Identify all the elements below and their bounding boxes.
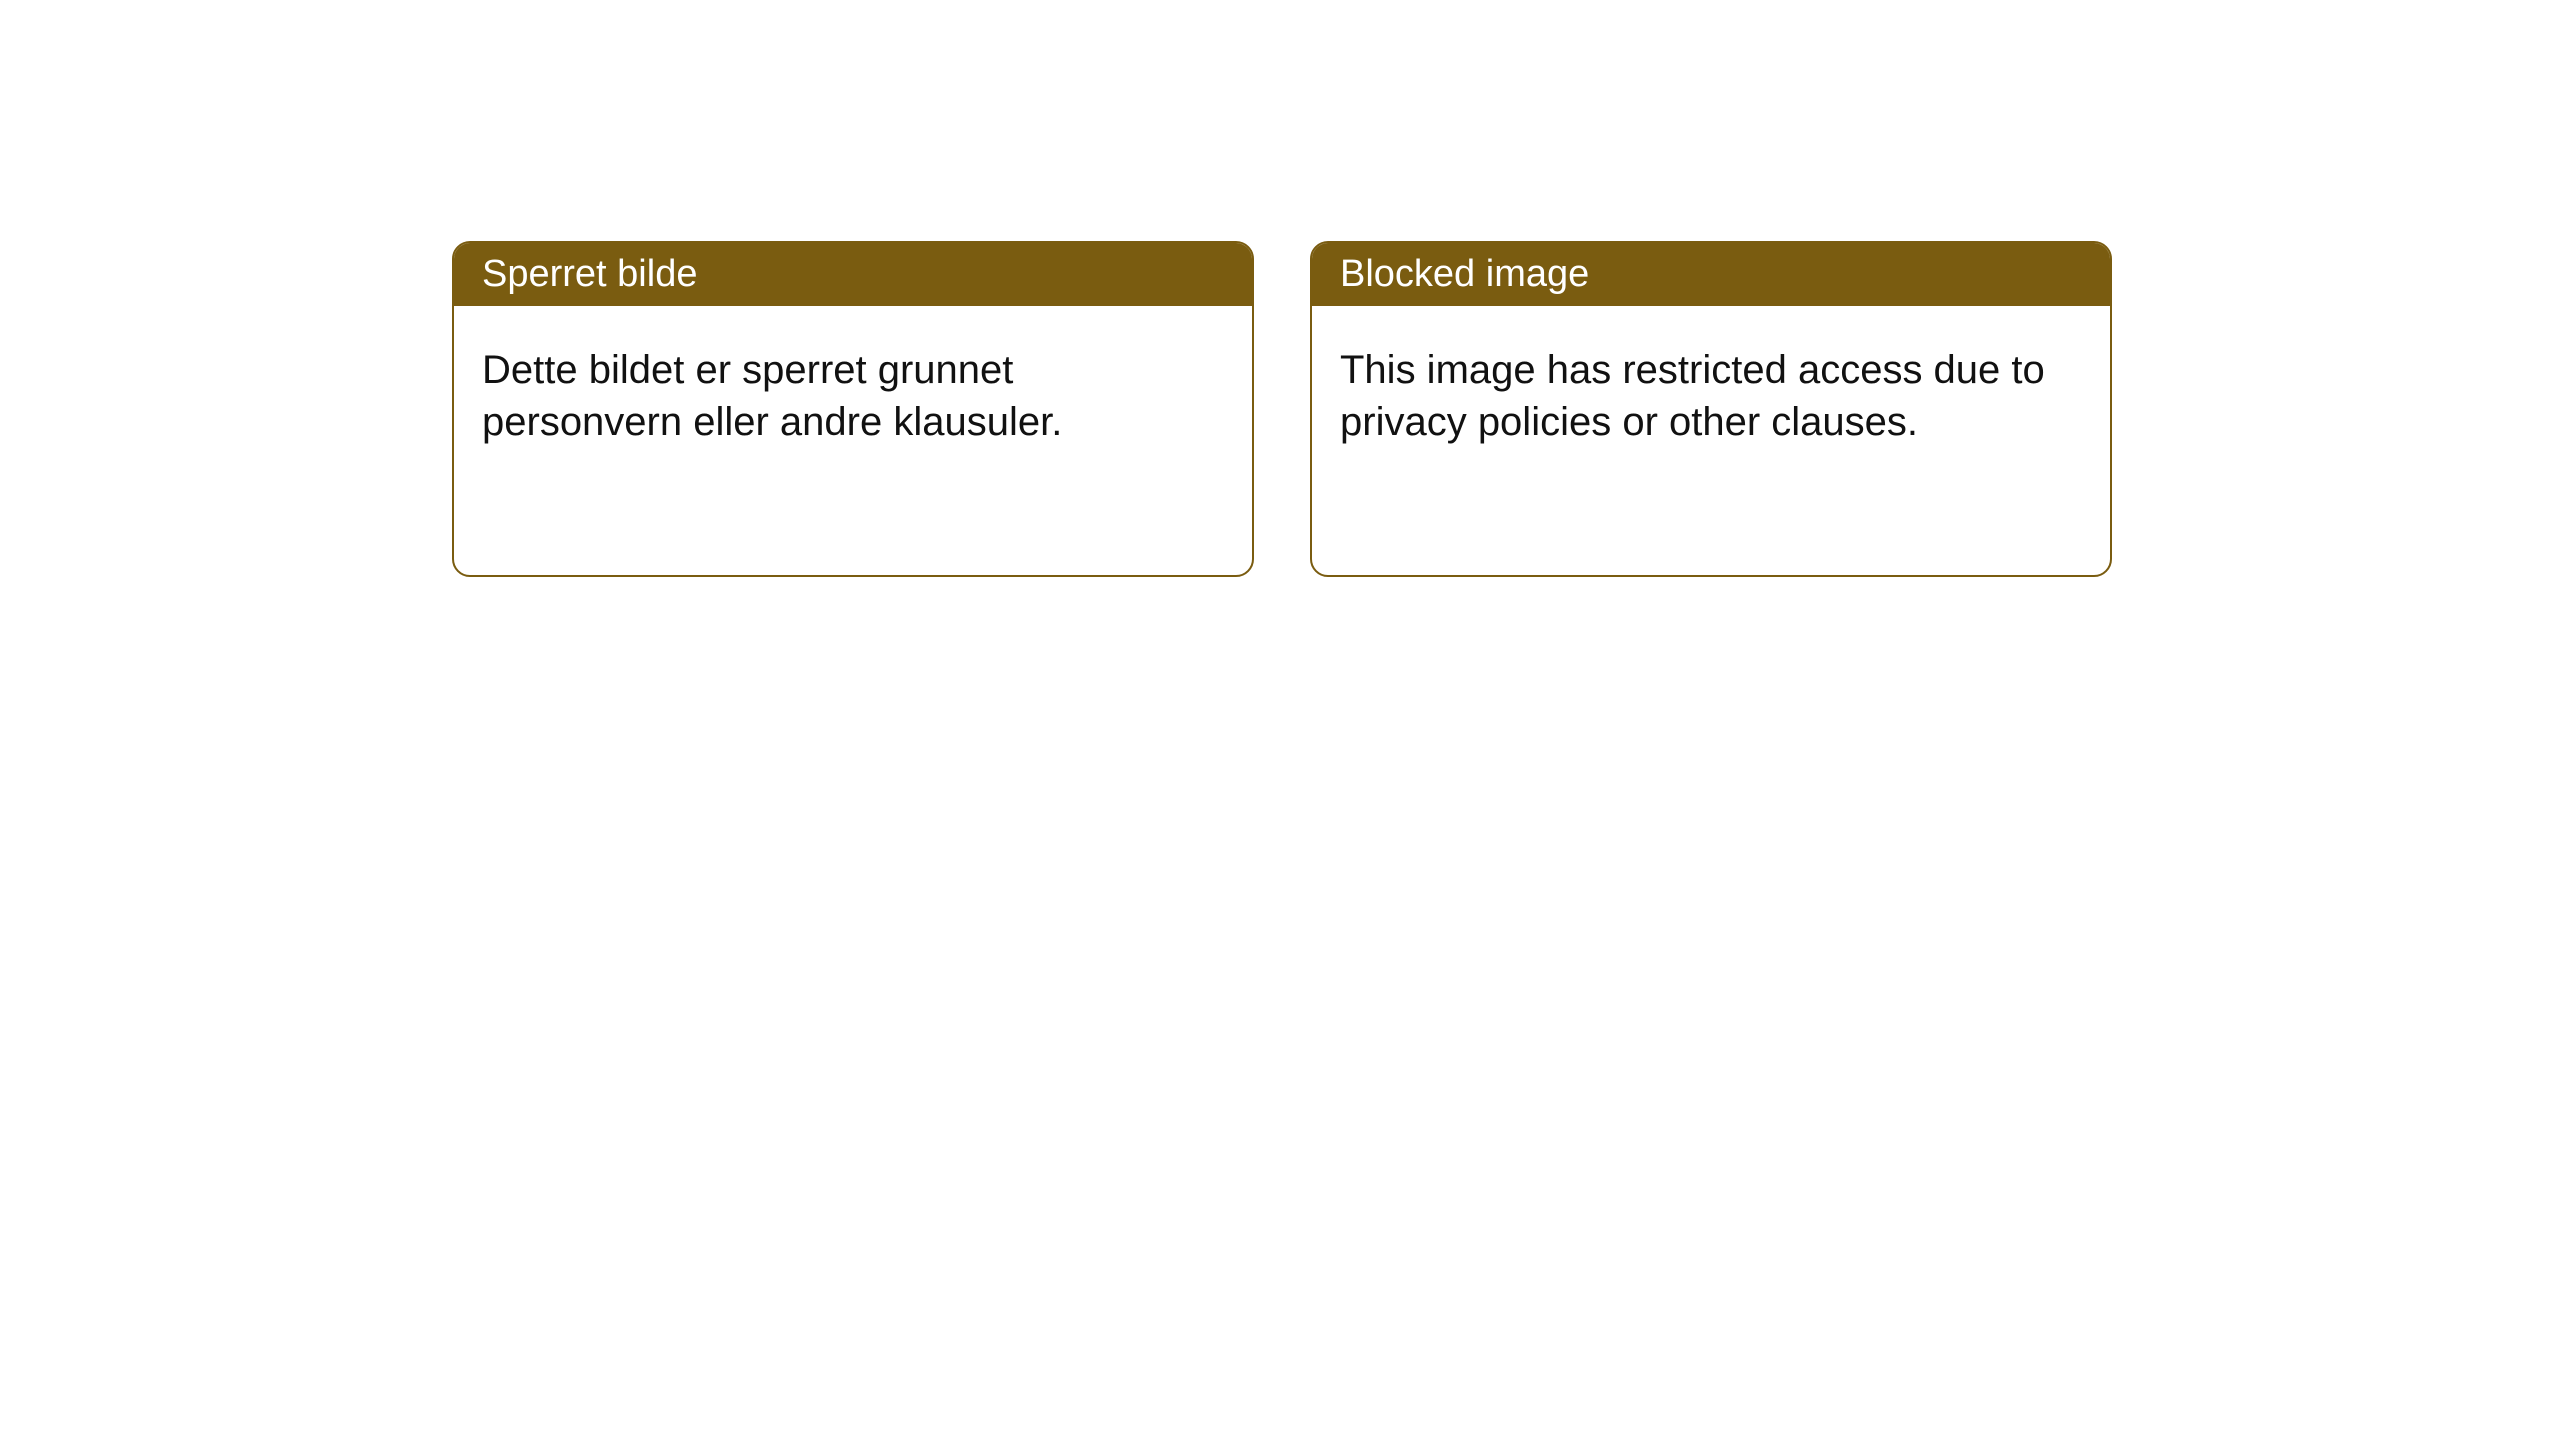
card-body: Dette bildet er sperret grunnet personve… [454,306,1252,486]
notice-card-norwegian: Sperret bilde Dette bildet er sperret gr… [452,241,1254,577]
notice-container: Sperret bilde Dette bildet er sperret gr… [0,0,2560,577]
card-body: This image has restricted access due to … [1312,306,2110,486]
notice-card-english: Blocked image This image has restricted … [1310,241,2112,577]
card-header: Blocked image [1312,243,2110,306]
card-header: Sperret bilde [454,243,1252,306]
